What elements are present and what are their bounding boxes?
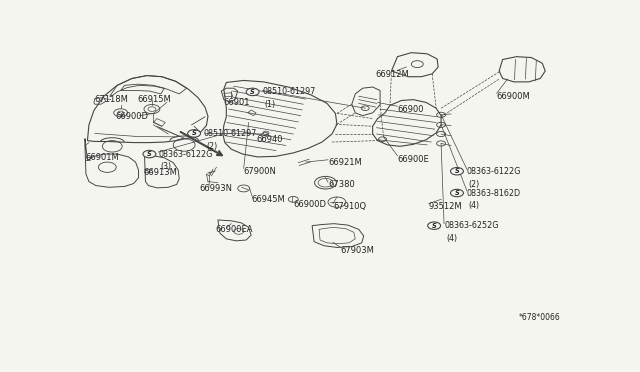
Text: S: S bbox=[147, 151, 152, 157]
Text: 67910Q: 67910Q bbox=[333, 202, 366, 211]
Text: S: S bbox=[432, 223, 436, 229]
Circle shape bbox=[246, 88, 259, 96]
Text: (2): (2) bbox=[206, 142, 217, 151]
Text: 66921M: 66921M bbox=[328, 158, 362, 167]
Text: 08510-61297: 08510-61297 bbox=[262, 87, 316, 96]
Text: 66901: 66901 bbox=[224, 98, 250, 107]
Text: 67903M: 67903M bbox=[340, 246, 374, 255]
Text: 08363-6122G: 08363-6122G bbox=[467, 167, 521, 176]
Circle shape bbox=[451, 189, 463, 197]
Text: 66993N: 66993N bbox=[199, 184, 232, 193]
Text: 66900: 66900 bbox=[397, 105, 424, 113]
Text: (4): (4) bbox=[446, 234, 457, 243]
Circle shape bbox=[428, 222, 440, 230]
Text: (1): (1) bbox=[264, 100, 276, 109]
Text: *678*0066: *678*0066 bbox=[518, 313, 560, 322]
Text: 66901M: 66901M bbox=[85, 153, 118, 162]
Text: 66900EA: 66900EA bbox=[216, 225, 253, 234]
Text: 66915M: 66915M bbox=[137, 95, 171, 104]
Text: 66900D: 66900D bbox=[116, 112, 148, 121]
Text: 66912M: 66912M bbox=[375, 70, 409, 79]
Text: 67900N: 67900N bbox=[244, 167, 276, 176]
Text: S: S bbox=[454, 168, 460, 174]
Text: S: S bbox=[250, 89, 255, 95]
Text: 08510-61297: 08510-61297 bbox=[204, 129, 257, 138]
Text: S: S bbox=[454, 190, 460, 196]
Text: 66900E: 66900E bbox=[397, 155, 429, 164]
Text: 08363-6122G: 08363-6122G bbox=[158, 150, 212, 158]
Circle shape bbox=[143, 150, 156, 158]
Text: 93512M: 93512M bbox=[429, 202, 462, 211]
Text: 66900D: 66900D bbox=[293, 200, 326, 209]
Text: (2): (2) bbox=[469, 180, 480, 189]
Text: 66940: 66940 bbox=[256, 135, 283, 144]
Text: 08363-8162D: 08363-8162D bbox=[467, 189, 521, 198]
Text: 66945M: 66945M bbox=[251, 195, 285, 204]
Text: 66913M: 66913M bbox=[143, 168, 177, 177]
Text: 66900M: 66900M bbox=[497, 92, 531, 101]
Text: (3): (3) bbox=[161, 163, 172, 171]
Text: 67380: 67380 bbox=[328, 180, 355, 189]
Text: S: S bbox=[192, 131, 196, 137]
Text: 67118M: 67118M bbox=[94, 95, 128, 104]
Text: 08363-6252G: 08363-6252G bbox=[444, 221, 499, 230]
Text: (4): (4) bbox=[469, 201, 480, 211]
Circle shape bbox=[451, 167, 463, 175]
Circle shape bbox=[188, 130, 200, 137]
